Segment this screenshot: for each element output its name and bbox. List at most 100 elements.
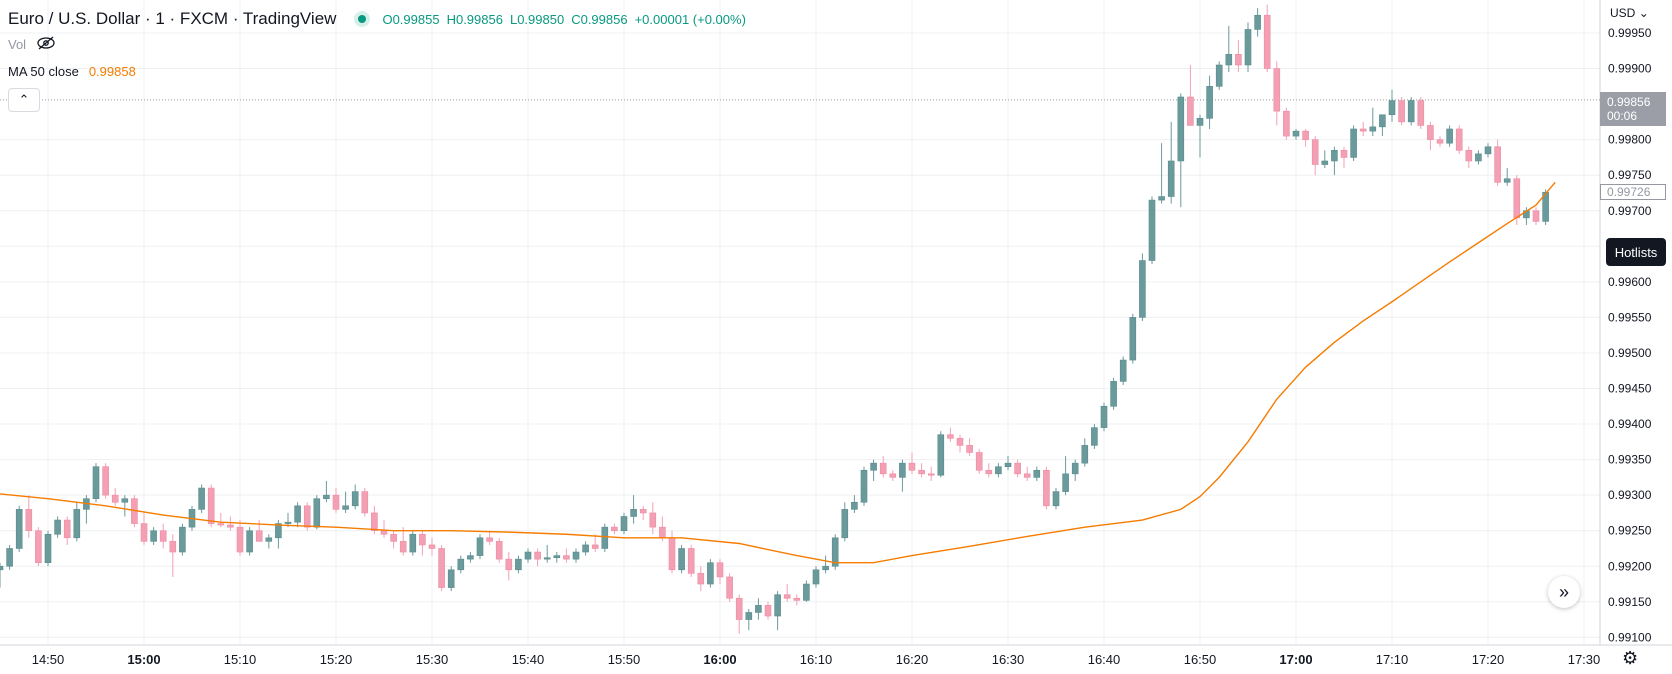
candle xyxy=(582,541,589,556)
candle xyxy=(169,534,177,577)
candle xyxy=(73,502,81,542)
candle-body xyxy=(793,597,801,601)
candle xyxy=(1484,143,1492,158)
candle-body xyxy=(1081,445,1089,464)
candle-body xyxy=(1091,427,1098,446)
candle-body xyxy=(1388,100,1396,116)
candle xyxy=(342,491,349,513)
scroll-to-realtime-button[interactable]: » xyxy=(1548,576,1580,608)
candle xyxy=(774,591,781,631)
candle xyxy=(255,520,263,542)
price-tick-label: 0.99800 xyxy=(1608,133,1652,147)
candle xyxy=(1014,459,1021,478)
time-tick-label: 15:50 xyxy=(608,652,641,667)
candle xyxy=(102,463,109,499)
candle xyxy=(1436,136,1444,147)
candle-body xyxy=(947,434,954,439)
candle-body xyxy=(534,551,541,560)
candle-body xyxy=(601,526,609,549)
currency-label: USD xyxy=(1610,6,1636,20)
candle-body xyxy=(899,462,906,478)
double-chevron-right-icon: » xyxy=(1558,581,1569,602)
candle-body xyxy=(1359,128,1367,132)
candle-body xyxy=(54,519,61,535)
chevron-down-icon: ⌄ xyxy=(1638,6,1649,20)
candle-body xyxy=(44,533,52,563)
candle-body xyxy=(995,466,1002,475)
candle xyxy=(409,530,417,556)
candle-body xyxy=(1244,29,1252,66)
candle xyxy=(860,466,868,506)
time-tick-label: 17:30 xyxy=(1568,652,1601,667)
candle-body xyxy=(73,509,81,539)
candle-body xyxy=(1340,150,1348,158)
price-tick-label: 0.99300 xyxy=(1608,488,1652,502)
open-value: O0.99855 xyxy=(382,11,440,27)
current-price-label: 0.99856 00:06 xyxy=(1600,91,1666,126)
candle xyxy=(1455,125,1463,154)
collapse-legend-button[interactable]: ⌃ xyxy=(8,88,40,112)
candle xyxy=(476,534,484,560)
currency-selector[interactable]: USD ⌄ xyxy=(1610,6,1649,20)
price-tick-label: 0.99500 xyxy=(1608,346,1652,360)
candle-body xyxy=(956,437,964,446)
gear-icon[interactable]: ⚙ xyxy=(1622,648,1639,668)
candle-body xyxy=(716,562,724,578)
price-tick-label: 0.99700 xyxy=(1608,204,1652,218)
price-tick-label: 0.99450 xyxy=(1608,382,1652,396)
candle xyxy=(35,527,42,567)
candle xyxy=(803,580,810,602)
symbol-title[interactable]: Euro / U.S. Dollar · 1 · FXCM · TradingV… xyxy=(8,9,337,28)
candle xyxy=(1177,93,1185,208)
ma-line xyxy=(0,181,1556,564)
ma-price-label: 0.99726 xyxy=(1600,184,1666,201)
candle-body xyxy=(879,462,887,475)
candle xyxy=(563,548,570,563)
candle-body xyxy=(726,576,733,599)
time-tick-label: 15:40 xyxy=(512,652,545,667)
candle-body xyxy=(649,512,657,528)
candle xyxy=(332,488,340,513)
candle-body xyxy=(822,565,829,571)
candle xyxy=(707,559,714,588)
eye-hidden-icon[interactable] xyxy=(36,36,56,53)
volume-legend[interactable]: Vol xyxy=(8,36,56,53)
ma-legend[interactable]: MA 50 close 0.99858 xyxy=(8,64,136,79)
candle xyxy=(630,495,637,524)
candle xyxy=(1215,61,1223,90)
candle-body xyxy=(159,530,167,542)
candle xyxy=(1465,146,1473,169)
candle xyxy=(1542,189,1549,225)
candle-body xyxy=(1311,139,1319,165)
candle xyxy=(1302,128,1309,147)
candle-body xyxy=(697,573,705,585)
candle xyxy=(457,555,465,574)
candle-body xyxy=(1110,381,1117,407)
candle xyxy=(1446,125,1453,147)
candle-body xyxy=(207,487,215,524)
candle-body xyxy=(380,530,388,535)
candle xyxy=(505,552,513,581)
candle xyxy=(956,434,964,453)
candle-body xyxy=(1129,317,1137,361)
candle-body xyxy=(543,557,551,560)
candle-body xyxy=(495,541,503,560)
candle-body xyxy=(294,505,301,523)
candle-body xyxy=(515,558,522,571)
hotlists-button[interactable]: Hotlists xyxy=(1606,238,1666,266)
candle-body xyxy=(553,555,561,559)
candle xyxy=(419,530,426,556)
candle xyxy=(380,520,388,538)
market-status-icon[interactable] xyxy=(354,11,371,27)
candle xyxy=(1503,168,1511,186)
candle xyxy=(495,537,503,563)
high-value: H0.99856 xyxy=(446,11,503,27)
time-tick-label: 15:30 xyxy=(416,652,449,667)
candle-body xyxy=(217,523,225,526)
candle xyxy=(601,523,609,553)
time-tick-label: 16:50 xyxy=(1184,652,1217,667)
candle xyxy=(1321,150,1329,169)
candle-body xyxy=(1177,96,1185,162)
candle-body xyxy=(1494,146,1501,183)
